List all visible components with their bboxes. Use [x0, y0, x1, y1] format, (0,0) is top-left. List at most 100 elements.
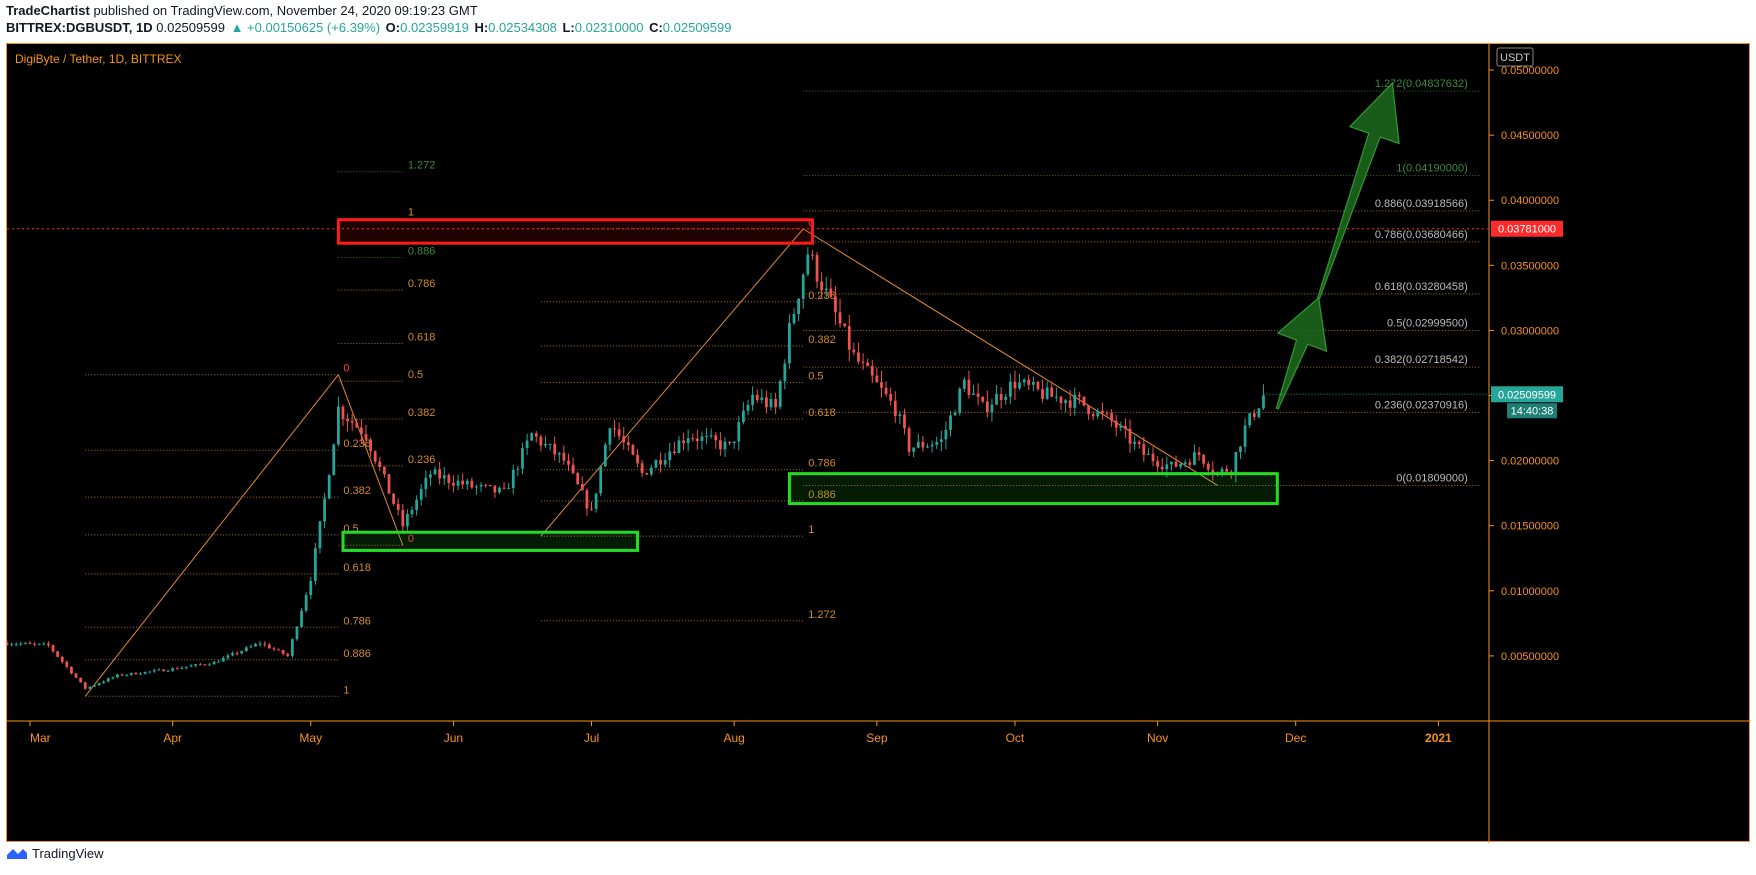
candle-body: [369, 439, 372, 452]
candle-body: [1114, 420, 1118, 428]
candle-body: [659, 460, 662, 465]
candle-body: [198, 664, 202, 666]
price-chart[interactable]: DigiByte / Tether, 1D, BITTREX 0.05000000…: [7, 44, 1751, 843]
candle-body: [244, 647, 248, 652]
candle-body: [208, 664, 211, 666]
candle-body: [1174, 461, 1178, 467]
fib-level-label: 0.786(0.03680466): [1375, 229, 1468, 241]
fib-level-label: 0.618: [343, 562, 371, 574]
candle-body: [1022, 379, 1026, 383]
candle-body: [806, 254, 810, 275]
green-zone-box[interactable]: [787, 472, 1279, 506]
candle-body: [442, 475, 446, 479]
candle-body: [677, 440, 681, 454]
fib-level-label: 0.236: [408, 454, 436, 466]
candle-body: [10, 644, 13, 646]
candle-body: [258, 643, 262, 645]
candle-body: [502, 487, 506, 489]
candle-body: [603, 444, 607, 467]
candle-body: [318, 521, 322, 549]
y-tick-label: 0.03000000: [1501, 325, 1559, 337]
candle-body: [360, 427, 363, 435]
footer-brand[interactable]: TradingView: [32, 846, 104, 861]
candle-body: [1142, 444, 1146, 455]
candle-body: [631, 445, 635, 455]
candle-body: [557, 452, 561, 455]
candle-body: [74, 673, 78, 678]
chart-frame[interactable]: DigiByte / Tether, 1D, BITTREX 0.05000000…: [6, 43, 1751, 843]
candle-body: [801, 274, 805, 299]
x-tick-label: May: [299, 731, 322, 745]
fib-level-label: 0.5(0.02999500): [1387, 317, 1468, 329]
y-tick-label: 0.01000000: [1501, 586, 1559, 598]
publisher-name[interactable]: TradeChartist: [6, 3, 90, 18]
candle-body: [1027, 379, 1031, 385]
candle-body: [290, 639, 294, 656]
candle-body: [981, 396, 985, 402]
low-label: L:: [562, 20, 575, 35]
candle-body: [392, 493, 395, 504]
candle-body: [1257, 408, 1261, 417]
candle-body: [217, 661, 221, 663]
candle-body: [60, 656, 64, 662]
candle-body: [249, 646, 253, 648]
countdown-label: 14:40:38: [1511, 405, 1554, 417]
candle-body: [875, 375, 879, 383]
candle-body: [79, 677, 83, 683]
candle-body: [162, 669, 165, 672]
retracement-trend-line: [540, 228, 804, 537]
candle-body: [47, 643, 50, 646]
candle-body: [792, 314, 796, 324]
candle-body: [364, 434, 368, 440]
candle-body: [815, 254, 819, 282]
low-value: 0.02310000: [574, 20, 644, 35]
candle-body: [1050, 387, 1054, 397]
fib-level-label: 0.618(0.03280458): [1375, 281, 1468, 293]
candle-body: [1165, 464, 1169, 470]
candle-body: [286, 653, 290, 656]
candle-body: [475, 486, 478, 488]
tradingview-logo-icon[interactable]: [6, 847, 28, 861]
candle-body: [765, 397, 768, 408]
candle-body: [226, 655, 230, 658]
candle-body: [732, 441, 736, 444]
candle-body: [1045, 387, 1049, 399]
candle-body: [479, 484, 483, 487]
candle-body: [668, 451, 672, 461]
y-tick-label: 0.03500000: [1501, 260, 1559, 272]
x-tick-label: Mar: [30, 731, 51, 745]
candle-body: [654, 460, 658, 468]
candle-body: [83, 682, 87, 689]
candle-body: [852, 349, 856, 353]
currency-badge[interactable]: [1496, 47, 1534, 67]
candle-body: [783, 363, 787, 382]
candle-body: [1252, 413, 1256, 417]
green-zone-box[interactable]: [341, 530, 640, 552]
candle-body: [1018, 382, 1021, 389]
candle-body: [590, 508, 593, 510]
candle-body: [1008, 381, 1012, 397]
candle-body: [985, 401, 989, 413]
candle-body: [56, 651, 60, 657]
candle-body: [42, 643, 46, 645]
candle-body: [185, 666, 188, 668]
fib-level-label: 0.786: [808, 458, 836, 470]
red-zone-box[interactable]: [336, 218, 814, 245]
candle-body: [70, 666, 73, 674]
candle-body: [645, 473, 649, 475]
candle-body: [580, 484, 584, 491]
candle-body: [129, 672, 133, 675]
high-label: H:: [474, 20, 489, 35]
candle-body: [336, 406, 340, 445]
fib-level-label: 0.618: [808, 407, 836, 419]
fib-level-label: 0.886: [343, 648, 371, 660]
candle-body: [626, 442, 630, 446]
candle-body: [111, 677, 115, 679]
candle-body: [530, 433, 534, 441]
retracement-trend-line: [337, 374, 404, 546]
fib-level-label: 0.236(0.02370916): [1375, 399, 1468, 411]
fib-level-label: 0.786: [408, 278, 436, 290]
candle-body: [921, 441, 925, 448]
countdown-tag: [1507, 403, 1557, 419]
candle-body: [534, 433, 538, 437]
